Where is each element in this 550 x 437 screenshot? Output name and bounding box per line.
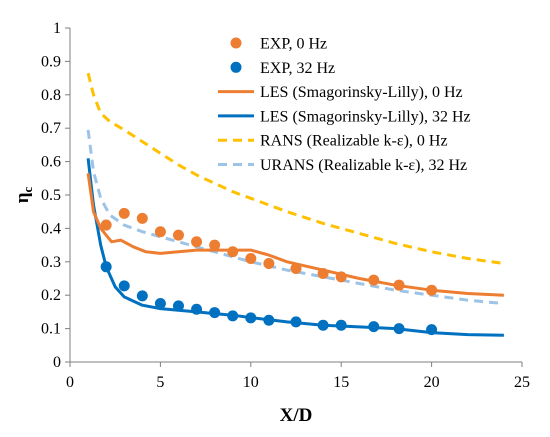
data-point xyxy=(393,279,405,291)
y-tick-label: 0.2 xyxy=(41,287,61,304)
data-point xyxy=(317,267,329,279)
y-tick-label: 1 xyxy=(53,20,61,37)
data-point xyxy=(209,307,221,319)
data-point xyxy=(245,312,257,324)
legend-label: LES (Smagorinsky-Lilly), 32 Hz xyxy=(260,108,471,125)
legend-item: URANS (Realizable k-ε), 32 Hz xyxy=(218,157,467,174)
series-line-4 xyxy=(86,72,505,265)
data-point xyxy=(154,298,166,310)
legend-item: RANS (Realizable k-ε), 0 Hz xyxy=(218,133,448,150)
data-point xyxy=(100,219,112,231)
y-tick-label: 0.3 xyxy=(41,254,61,271)
data-point xyxy=(136,212,148,224)
legend-label: EXP, 0 Hz xyxy=(260,36,327,53)
series-line-5 xyxy=(86,129,505,306)
y-tick-label: 0.9 xyxy=(41,53,61,70)
data-point xyxy=(290,262,302,274)
x-tick-label: 15 xyxy=(333,374,349,391)
data-point xyxy=(263,314,275,326)
legend-marker xyxy=(230,37,242,49)
data-point xyxy=(290,316,302,328)
series-exp-0 xyxy=(100,207,438,296)
y-axis-title-sub: c xyxy=(20,186,35,192)
axes: 0 5 10 15 20 25 0 0.1 0.2 0.3 0.4 0.5 0.6 0.7 0.8 0.9 1 xyxy=(41,20,530,391)
y-axis-title-main: η xyxy=(12,192,33,203)
data-point xyxy=(172,300,184,312)
y-tick-label: 0.8 xyxy=(41,87,61,104)
y-tick-label: 0 xyxy=(53,354,61,371)
data-point xyxy=(317,319,329,331)
y-tick-label: 0.6 xyxy=(41,154,61,171)
data-point xyxy=(172,229,184,241)
data-point xyxy=(118,280,130,292)
data-point xyxy=(191,303,203,315)
x-tick-label: 20 xyxy=(424,374,440,391)
legend-item: EXP, 0 Hz xyxy=(230,36,327,53)
y-tick-label: 0.4 xyxy=(41,220,61,237)
legend-label: RANS (Realizable k-ε), 0 Hz xyxy=(260,133,448,150)
x-tick-label: 0 xyxy=(66,374,74,391)
y-tick-label: 0.1 xyxy=(41,321,61,338)
y-axis-title: ηc xyxy=(12,186,35,203)
x-tick-label: 10 xyxy=(243,374,259,391)
data-point xyxy=(154,226,166,238)
y-tick-label: 0.7 xyxy=(41,120,61,137)
data-point xyxy=(136,290,148,302)
data-point xyxy=(227,310,239,322)
data-point xyxy=(100,261,112,273)
x-tick-label: 25 xyxy=(514,374,530,391)
data-point xyxy=(393,323,405,335)
legend-label: URANS (Realizable k-ε), 32 Hz xyxy=(260,157,467,174)
legend-item: EXP, 32 Hz xyxy=(230,60,335,77)
data-point xyxy=(118,207,130,219)
data-point xyxy=(263,257,275,269)
data-point xyxy=(368,321,380,333)
x-tick-label: 5 xyxy=(156,374,164,391)
y-tick-label: 0.5 xyxy=(41,187,61,204)
legend-label: EXP, 32 Hz xyxy=(260,60,335,77)
legend-item: LES (Smagorinsky-Lilly), 32 Hz xyxy=(218,108,471,125)
series-layer xyxy=(86,72,505,337)
series-line-2 xyxy=(86,173,504,297)
data-point xyxy=(368,274,380,286)
series-exp-1 xyxy=(100,261,438,336)
legend-marker xyxy=(230,61,242,73)
data-point xyxy=(209,239,221,251)
data-point xyxy=(227,246,239,258)
data-point xyxy=(426,324,438,336)
data-point xyxy=(335,271,347,283)
legend-item: LES (Smagorinsky-Lilly), 0 Hz xyxy=(218,84,463,101)
legend: EXP, 0 Hz EXP, 32 Hz LES (Smagorinsky-Lill… xyxy=(218,36,471,174)
data-point xyxy=(335,319,347,331)
legend-label: LES (Smagorinsky-Lilly), 0 Hz xyxy=(260,84,463,101)
data-point xyxy=(245,252,257,264)
series-line-3 xyxy=(86,158,504,337)
x-axis-title: X/D xyxy=(280,405,313,426)
data-point xyxy=(426,284,438,296)
data-point xyxy=(191,236,203,248)
